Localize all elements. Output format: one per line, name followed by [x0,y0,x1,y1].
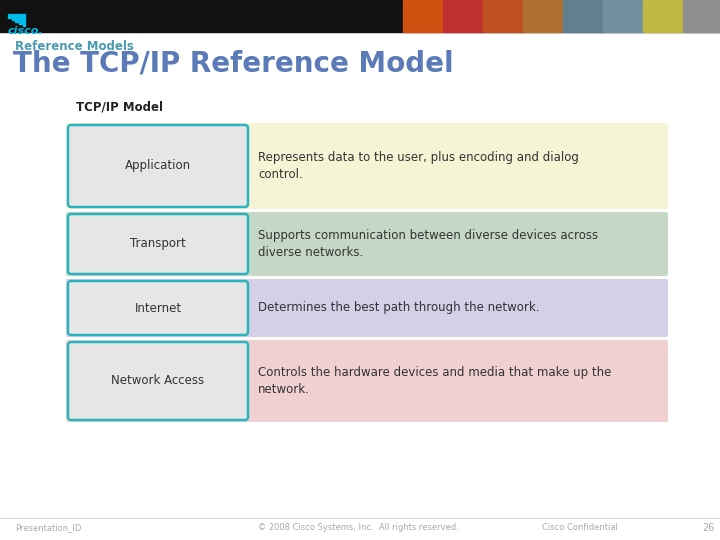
Bar [403,0,443,32]
Bar [19,14,22,24]
Bar [15,14,18,22]
Text: TCP/IP Model: TCP/IP Model [76,100,163,113]
Text: © 2008 Cisco Systems, Inc.  All rights reserved.: © 2008 Cisco Systems, Inc. All rights re… [258,523,459,532]
Text: Reference Models: Reference Models [15,40,134,53]
Text: Cisco Confidential: Cisco Confidential [542,523,618,532]
Bar [12,14,14,20]
Text: Determines the best path through the network.: Determines the best path through the net… [258,301,539,314]
Bar [23,14,25,26]
Bar [523,0,563,32]
Bar [483,0,523,32]
Text: The TCP/IP Reference Model: The TCP/IP Reference Model [13,50,454,78]
Text: Controls the hardware devices and media that make up the
network.: Controls the hardware devices and media … [258,366,611,396]
Text: Presentation_ID: Presentation_ID [15,523,81,532]
Bar [0,0,720,32]
FancyBboxPatch shape [66,212,668,276]
Text: Supports communication between diverse devices across
diverse networks.: Supports communication between diverse d… [258,229,598,259]
Text: Represents data to the user, plus encoding and dialog
control.: Represents data to the user, plus encodi… [258,151,579,181]
Bar [443,0,483,32]
FancyBboxPatch shape [68,342,248,420]
Text: Transport: Transport [130,238,186,251]
FancyBboxPatch shape [68,281,248,335]
Text: Application: Application [125,159,191,172]
Bar [603,0,643,32]
Bar [683,0,720,32]
FancyBboxPatch shape [68,125,248,207]
Text: 26: 26 [702,523,714,533]
Bar [8,14,11,18]
FancyBboxPatch shape [66,123,668,209]
FancyBboxPatch shape [66,279,668,337]
Bar [563,0,603,32]
Bar [643,0,683,32]
Text: Internet: Internet [135,301,181,314]
Text: cisco.: cisco. [8,26,44,36]
FancyBboxPatch shape [68,214,248,274]
FancyBboxPatch shape [66,340,668,422]
Text: Network Access: Network Access [112,375,204,388]
